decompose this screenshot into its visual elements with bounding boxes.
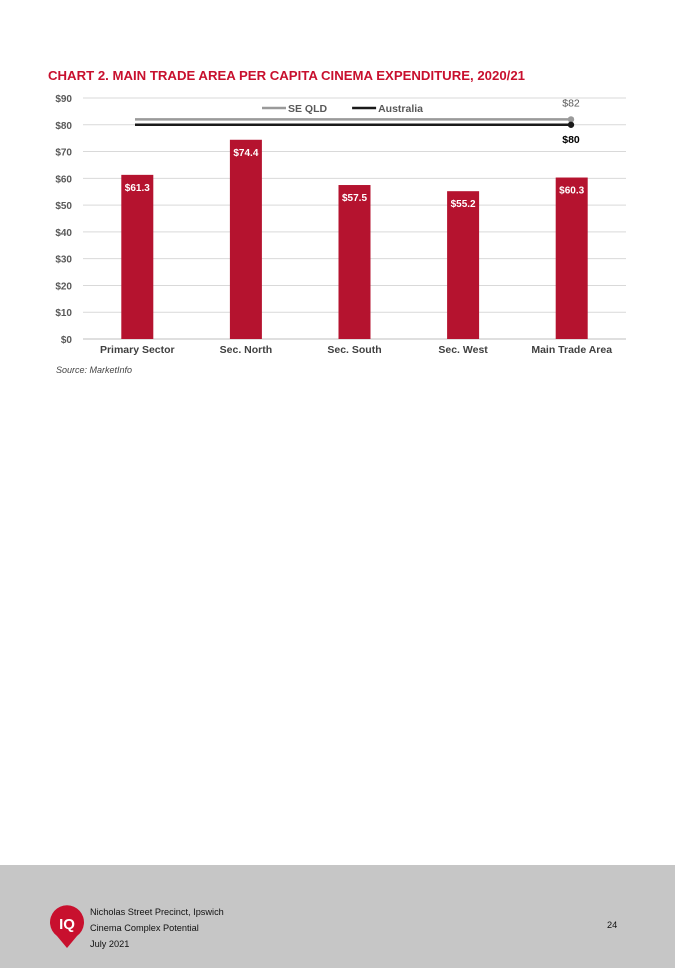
footer-report: Cinema Complex Potential (90, 923, 199, 933)
x-axis: Primary Sector Sec. North Sec. South Sec. W… (100, 344, 612, 356)
y-tick-label: $30 (55, 255, 72, 266)
reference-line-endpoint (567, 116, 575, 123)
x-tick-label: Primary Sector (100, 344, 175, 356)
y-axis: $0 $10 $20 $30 $40 $50 $60 $70 $80 $90 (55, 94, 72, 346)
bar-chart: $0 $10 $20 $30 $40 $50 $60 $70 $80 $90 $61.3 $74.4… (55, 94, 626, 356)
y-tick-label: $60 (55, 174, 72, 185)
reference-lines: $82 $80 (135, 97, 580, 146)
y-tick-label: $50 (55, 201, 72, 212)
chart-bars: $61.3 $74.4 $57.5 $55.2 $60.3 (121, 139, 588, 339)
iq-logo: IQ (50, 905, 84, 948)
y-tick-label: $10 (55, 308, 72, 319)
reference-line-label: $82 (562, 97, 580, 109)
y-tick-label: $40 (55, 228, 72, 239)
bar (338, 185, 371, 339)
chart-title: CHART 2. MAIN TRADE AREA PER CAPITA CINE… (48, 68, 526, 83)
y-tick-label: $70 (55, 148, 72, 159)
bar-value-label: $61.3 (125, 183, 150, 194)
y-tick-label: $0 (61, 335, 73, 346)
bar-value-label: $74.4 (233, 148, 258, 159)
page-footer: IQ Nicholas Street Precinct, Ipswich Cin… (0, 865, 675, 968)
footer-project: Nicholas Street Precinct, Ipswich (90, 907, 224, 917)
legend-label: Australia (378, 103, 423, 115)
chart-legend: SE QLD Australia (262, 103, 423, 115)
bar (229, 139, 262, 339)
page-number: 24 (607, 920, 618, 930)
x-tick-label: Sec. South (327, 344, 381, 356)
bar-value-label: $55.2 (451, 199, 476, 210)
legend-label: SE QLD (288, 103, 328, 115)
y-tick-label: $20 (55, 281, 72, 292)
bar (121, 174, 154, 339)
x-tick-label: Main Trade Area (531, 344, 612, 356)
footer-date: July 2021 (90, 939, 130, 949)
source-note: Source: MarketInfo (56, 365, 133, 375)
y-tick-label: $90 (55, 94, 72, 105)
y-tick-label: $80 (55, 121, 72, 132)
reference-line-label: $80 (562, 134, 580, 146)
logo-text: IQ (59, 916, 75, 933)
bar-value-label: $60.3 (559, 186, 584, 197)
bar (555, 177, 588, 339)
bar-value-label: $57.5 (342, 193, 367, 204)
reference-line-endpoint (567, 121, 575, 128)
bar (447, 191, 480, 339)
x-tick-label: Sec. West (438, 344, 488, 356)
x-tick-label: Sec. North (220, 344, 273, 356)
